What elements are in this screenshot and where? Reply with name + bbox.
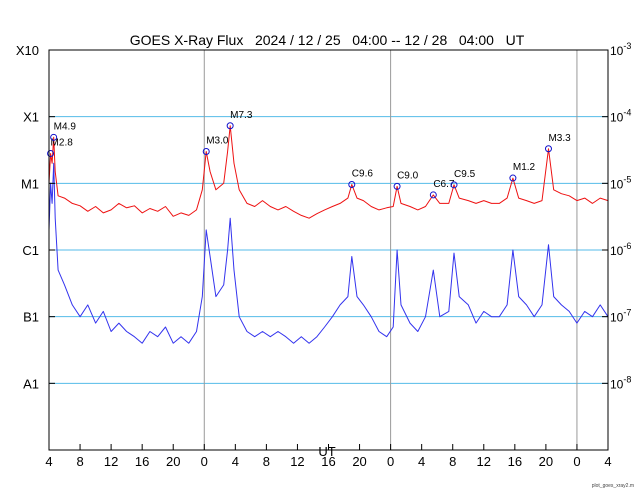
flare-marker <box>450 181 458 189</box>
flare-label: M3.0 <box>206 136 229 147</box>
x-tick-label: 16 <box>321 454 335 469</box>
x-tick-label: 0 <box>201 454 208 469</box>
flare-label: M1.2 <box>513 162 536 173</box>
x-tick-label: 16 <box>508 454 522 469</box>
flare-label: M2.8 <box>51 138 74 149</box>
x-tick-label: 20 <box>352 454 366 469</box>
flare-marker <box>50 133 58 141</box>
flare-marker <box>226 122 234 130</box>
flare-label: C9.0 <box>397 170 419 181</box>
x-tick-label: 8 <box>263 454 270 469</box>
y-right-tick-label: 10-5 <box>610 174 631 191</box>
x-tick-label: 0 <box>387 454 394 469</box>
flare-label: C9.5 <box>454 169 476 180</box>
x-tick-label: 4 <box>604 454 611 469</box>
flare-marker <box>429 191 437 199</box>
flare-label: C6.7 <box>433 179 455 190</box>
flare-marker <box>393 182 401 190</box>
y-class-tick-label: C1 <box>22 243 39 258</box>
y-right-tick-label: 10-3 <box>610 41 631 58</box>
flare-label: M3.3 <box>548 133 571 144</box>
flare-label: M4.9 <box>54 121 77 132</box>
x-tick-label: 12 <box>290 454 304 469</box>
y-right-tick-label: 10-8 <box>610 374 631 391</box>
y-right-tick-label: 10-4 <box>610 108 631 125</box>
x-tick-label: 8 <box>449 454 456 469</box>
y-right-tick-label: 10-6 <box>610 241 631 258</box>
grid-layer <box>49 50 608 450</box>
chart-title: GOES X-Ray Flux 2024 / 12 / 25 04:00 -- … <box>130 32 525 48</box>
x-tick-label: 20 <box>539 454 553 469</box>
y-class-tick-label: B1 <box>23 310 39 325</box>
x-tick-label: 0 <box>573 454 580 469</box>
x-tick-label: 4 <box>45 454 52 469</box>
flare-marker <box>348 181 356 189</box>
x-tick-label: 4 <box>232 454 239 469</box>
flare-label: C9.6 <box>352 169 374 180</box>
flare-layer: M2.8 M4.9 M3.0 M7.3 C9.6 C9.0 C6.7C9.5 M1.2 M3.3 <box>47 110 571 199</box>
x-tick-label: 20 <box>166 454 180 469</box>
y-class-tick-label: A1 <box>23 376 39 391</box>
x-tick-label: 16 <box>135 454 149 469</box>
y-right-tick-label: 10-7 <box>610 308 631 325</box>
y-class-tick-label: X1 <box>23 110 39 125</box>
flare-marker <box>509 174 517 182</box>
x-axis-label: UT <box>318 444 335 459</box>
flare-marker <box>202 148 210 156</box>
series-layer <box>48 125 609 344</box>
flare-marker <box>47 150 55 158</box>
short-wavelength-flux-line <box>48 162 609 344</box>
x-tick-label: 12 <box>104 454 118 469</box>
y-class-tick-label: M1 <box>21 176 39 191</box>
y-class-tick-label: X10 <box>16 43 39 58</box>
x-tick-label: 12 <box>477 454 491 469</box>
flare-label: M7.3 <box>230 110 253 121</box>
tick-layer: X10 X1 M1 C1 B1 A1 10-3 10-4 10-5 10-6 10-7 10-8 4 8 1… <box>16 41 632 469</box>
footnote: plot_goes_xray2.m <box>592 483 634 489</box>
x-tick-label: 8 <box>76 454 83 469</box>
flare-marker <box>544 145 552 153</box>
x-tick-label: 4 <box>418 454 425 469</box>
long-wavelength-flux-line <box>48 125 609 219</box>
